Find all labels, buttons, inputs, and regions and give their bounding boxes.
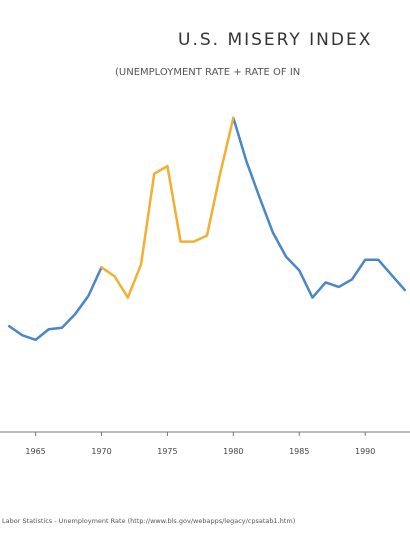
- x-tick-label: 1990: [355, 447, 375, 456]
- source-note: Labor Statistics - Unemployment Rate (ht…: [2, 517, 295, 525]
- chart-subtitle: (UNEMPLOYMENT RATE + RATE OF IN: [115, 67, 300, 78]
- data-line: [100, 116, 235, 299]
- data-line: [7, 116, 406, 342]
- x-tick-label: 1965: [25, 447, 45, 456]
- x-tick-label: 1975: [157, 447, 177, 456]
- chart-title: U.S. MISERY INDEX: [178, 30, 372, 50]
- x-tick-label: 1970: [91, 447, 111, 456]
- x-tick-label: 1985: [289, 447, 309, 456]
- x-tick-label: 1980: [223, 447, 243, 456]
